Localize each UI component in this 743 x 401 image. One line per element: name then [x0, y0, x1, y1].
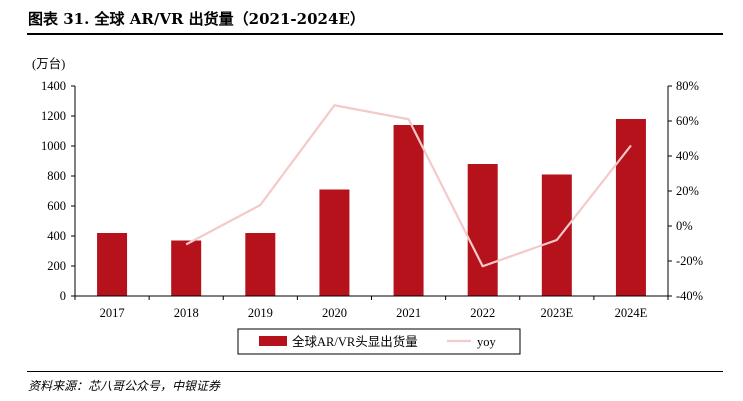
bar-2018	[171, 240, 202, 296]
bar-2020	[319, 189, 350, 296]
yoy-line-series	[185, 104, 632, 268]
yoy-line	[185, 104, 632, 268]
y-left-tick-label: 1200	[41, 109, 66, 123]
title-rule	[27, 33, 723, 35]
y-left-tick-label: 1400	[41, 79, 66, 93]
legend: 全球AR/VR头显出货量 yoy	[237, 328, 521, 355]
bar-2023E	[541, 174, 572, 296]
y-right-tick-label: 0%	[676, 219, 693, 233]
legend-bar-swatch	[259, 336, 287, 346]
bar-2019	[245, 233, 276, 296]
x-tick-label: 2018	[174, 306, 199, 320]
bar-2022	[467, 164, 498, 296]
x-tick-label: 2017	[100, 306, 125, 320]
y-left-tick-label: 0	[60, 289, 66, 303]
y-left-tick-label: 800	[47, 169, 66, 183]
y-right-tick-label: -40%	[676, 289, 703, 303]
x-tick-label: 2019	[248, 306, 273, 320]
y-left-unit-label: (万台)	[32, 56, 65, 71]
figure-title: 图表 31. 全球 AR/VR 出货量（2021-2024E）	[28, 10, 365, 28]
y-right-tick-label: 80%	[676, 79, 699, 93]
y-left-tick-label: 200	[47, 259, 66, 273]
y-right-tick-label: 60%	[676, 114, 699, 128]
source-note: 资料来源：芯八哥公众号，中银证券	[28, 379, 221, 393]
y-left-tick-label: 400	[47, 229, 66, 243]
x-tick-label: 2023E	[540, 306, 573, 320]
axes: 0 200 400 600 800 1000 1200 1400 -40% -20% 0% 20% 40…	[41, 79, 703, 320]
bar-2021	[393, 125, 424, 296]
x-tick-label: 2022	[470, 306, 495, 320]
bar-2024E	[615, 119, 646, 296]
x-tick-label: 2024E	[615, 306, 648, 320]
x-tick-label: 2021	[396, 306, 421, 320]
footer-rule	[27, 371, 723, 372]
legend-line-label: yoy	[477, 335, 497, 349]
bar-series	[97, 119, 646, 296]
x-tick-label: 2020	[322, 306, 347, 320]
legend-bar-label: 全球AR/VR头显出货量	[292, 334, 418, 349]
y-left-tick-label: 600	[47, 199, 66, 213]
y-right-tick-label: 40%	[676, 149, 699, 163]
y-right-tick-label: 20%	[676, 184, 699, 198]
y-right-tick-label: -20%	[676, 254, 703, 268]
y-left-tick-label: 1000	[41, 139, 66, 153]
bar-2017	[97, 233, 128, 296]
